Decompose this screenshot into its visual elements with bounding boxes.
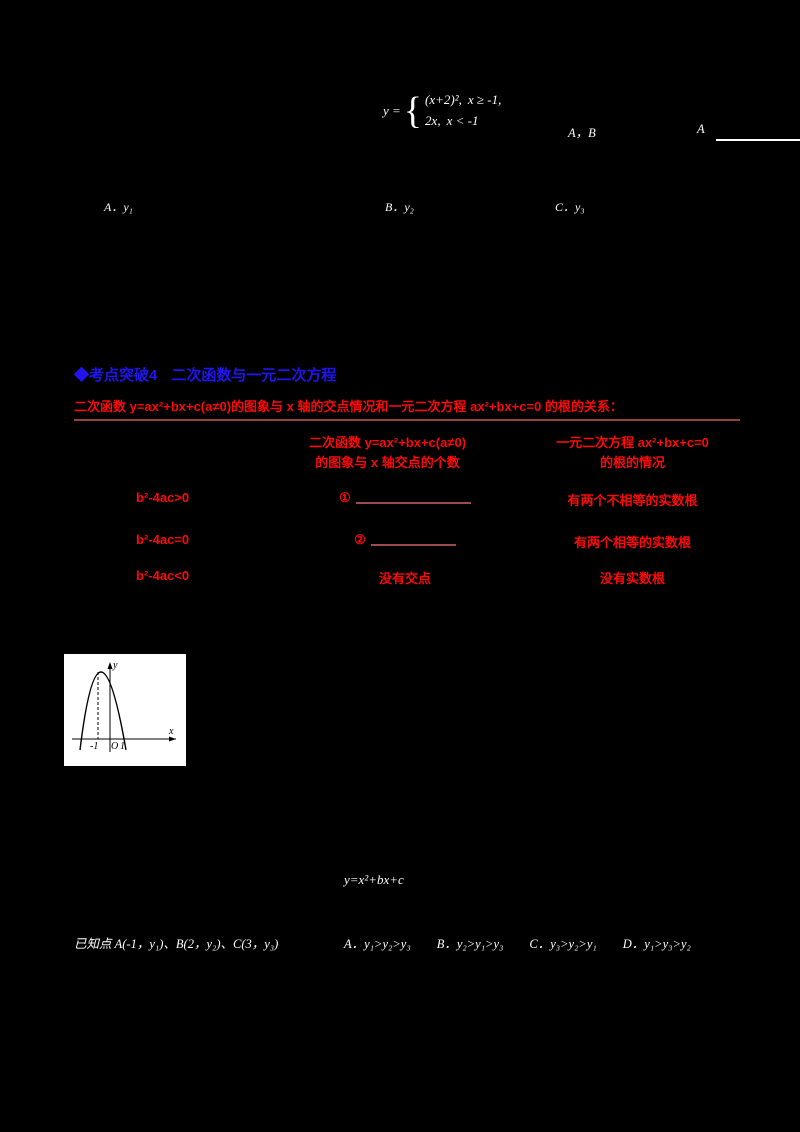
mid-formula: y=x²+bx+c [344,872,404,887]
fill-blank-line [370,544,456,546]
answer-blank-line [716,139,800,141]
bottom-options: A．y₁>y₂>y₃ B．y₂>y₁>y₃ C．y₃>y₂>y₁ D．y₁>y₃>y₂ [344,933,717,952]
case1-cond: x ≥ -1, [467,92,502,107]
option-c: C．y₃>y₂>y₁ [529,937,597,951]
table-row-mid: 没有交点 [295,568,515,587]
table-header-col2: 二次函数 y=ax²+bx+c(a≠0) 的图象与 x 轴交点的个数 [295,433,480,473]
table-row-mid: ② [295,532,515,548]
table-row-mid-text: ② [354,532,366,547]
brace-icon: { [403,89,423,132]
table-row-label: b²-4ac<0 [136,568,190,583]
horizontal-divider [74,419,740,421]
figure-origin-label: O [111,741,118,752]
table-row-right: 有两个不相等的实数根 [567,493,698,508]
option-b: B．y₂>y₁>y₃ [436,937,504,951]
fill-blank-line [355,502,471,504]
table-row-label: b²-4ac>0 [136,490,190,505]
table-row-mid-text: 没有交点 [378,571,431,586]
table-header-col3-line2: 的根的情况 [599,455,665,471]
points-label: A，B [568,126,596,140]
piecewise-formula: y = { (x+2)², x ≥ -1, 2x, x < -1 [383,90,501,132]
table-header-col2-line2: 的图象与 x 轴交点的个数 [315,455,460,471]
case-line-1: (x+2)², x ≥ -1, [425,90,501,111]
choice-a-label: A．y₁ [104,200,133,214]
case-line-2: 2x, x < -1 [425,111,501,132]
bottom-given-points: 已知点 A(-1，y₁)、B(2，y₂)、C(3，y₃) [74,937,279,951]
section-marker: ◆考点突破4 [74,367,158,384]
section-heading: ◆考点突破4 二次函数与一元二次方程 [74,364,336,385]
section-title: 二次函数与一元二次方程 [171,367,337,384]
table-row-label: b²-4ac=0 [136,532,190,547]
table-header-col2-line1: 二次函数 y=ax²+bx+c(a≠0) [308,435,467,450]
case1-expr: (x+2)², [425,92,462,107]
choice-c-label: C．y₃ [555,200,585,214]
intro-text: 二次函数 y=ax²+bx+c(a≠0)的图象与 x 轴的交点情况和一元二次方程… [74,399,623,414]
table-row-mid-text: ① [339,490,351,505]
case2-expr: 2x, [425,112,441,128]
table-header-col3-line1: 一元二次方程 ax²+bx+c=0 [556,435,709,450]
formula-lhs: y = [383,102,401,118]
case2-cond: x < -1 [446,112,479,128]
figure-parabola: y x O -1 1 [64,654,186,766]
parabola-svg: y x O -1 1 [72,660,176,752]
option-d: D．y₁>y₃>y₂ [622,937,691,951]
figure-xlabel: x [168,726,174,737]
figure-ylabel: y [112,660,118,671]
figure-tick-right: 1 [120,741,125,752]
table-row-mid: ① [295,490,515,506]
figure-tick-left: -1 [90,741,98,752]
table-header-col3: 一元二次方程 ax²+bx+c=0 的根的情况 [535,433,730,473]
table-row-right: 有两个相等的实数根 [573,535,691,550]
option-a: A．y₁>y₂>y₃ [344,937,411,951]
choice-b-label: B．y₂ [385,200,414,214]
point-reference: A [697,122,705,136]
table-row-right: 没有实数根 [599,571,665,586]
